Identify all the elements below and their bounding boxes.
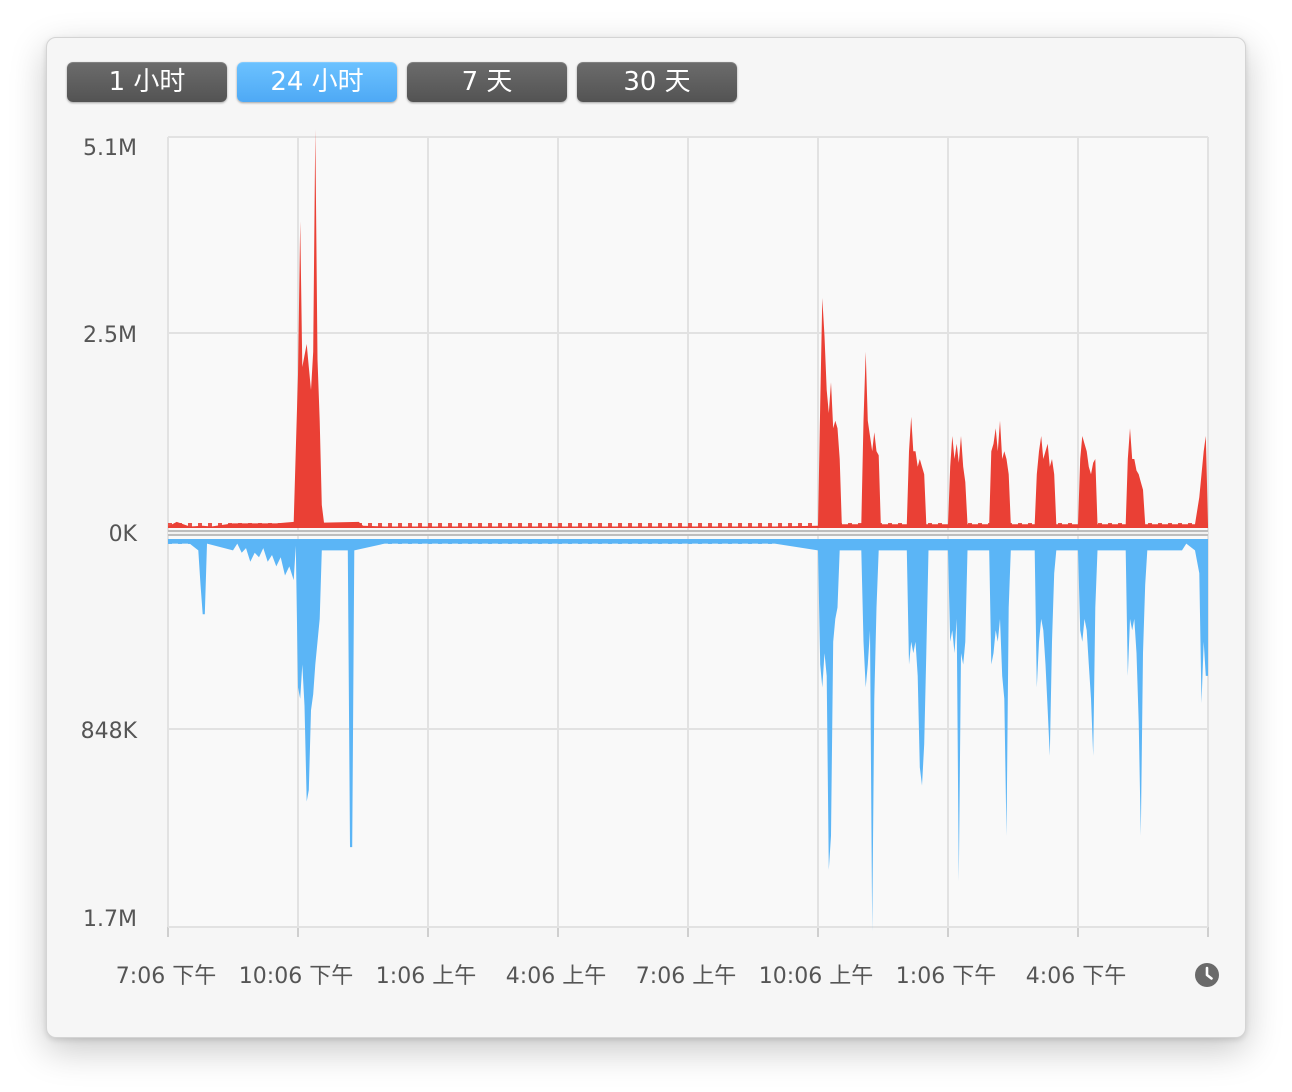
x-tick-label: 4:06 上午 bbox=[506, 964, 606, 989]
tab-30-days[interactable]: 30 天 bbox=[577, 62, 737, 102]
x-tick-label: 7:06 下午 bbox=[116, 964, 216, 989]
network-traffic-chart: 5.1M 2.5M 0K 848K 1.7M 7:06 下午 10:06 下午 1:06 上午… bbox=[81, 129, 1209, 989]
y-tick-label: 1.7M bbox=[83, 907, 137, 932]
y-tick-label: 848K bbox=[81, 719, 138, 744]
clock-icon[interactable] bbox=[1194, 962, 1220, 988]
network-window: 1 小时 24 小时 7 天 30 天 5.1M 2.5M 0K 848K 1.7M 7:… bbox=[46, 37, 1246, 1038]
y-tick-label: 2.5M bbox=[83, 323, 137, 348]
x-tick-label: 10:06 上午 bbox=[759, 964, 873, 989]
y-tick-label: 5.1M bbox=[83, 136, 137, 161]
baseline-band bbox=[168, 530, 1208, 536]
y-tick-label: 0K bbox=[109, 522, 138, 547]
tab-1-hour[interactable]: 1 小时 bbox=[67, 62, 227, 102]
x-tick-label: 7:06 上午 bbox=[636, 964, 736, 989]
x-tick-label: 10:06 下午 bbox=[239, 964, 353, 989]
x-tick-label: 1:06 上午 bbox=[376, 964, 476, 989]
tab-7-days[interactable]: 7 天 bbox=[407, 62, 567, 102]
x-tick-label: 1:06 下午 bbox=[896, 964, 996, 989]
x-tick-label: 4:06 下午 bbox=[1026, 964, 1126, 989]
time-range-selector: 1 小时 24 小时 7 天 30 天 bbox=[67, 62, 737, 102]
tab-24-hours[interactable]: 24 小时 bbox=[237, 62, 397, 102]
